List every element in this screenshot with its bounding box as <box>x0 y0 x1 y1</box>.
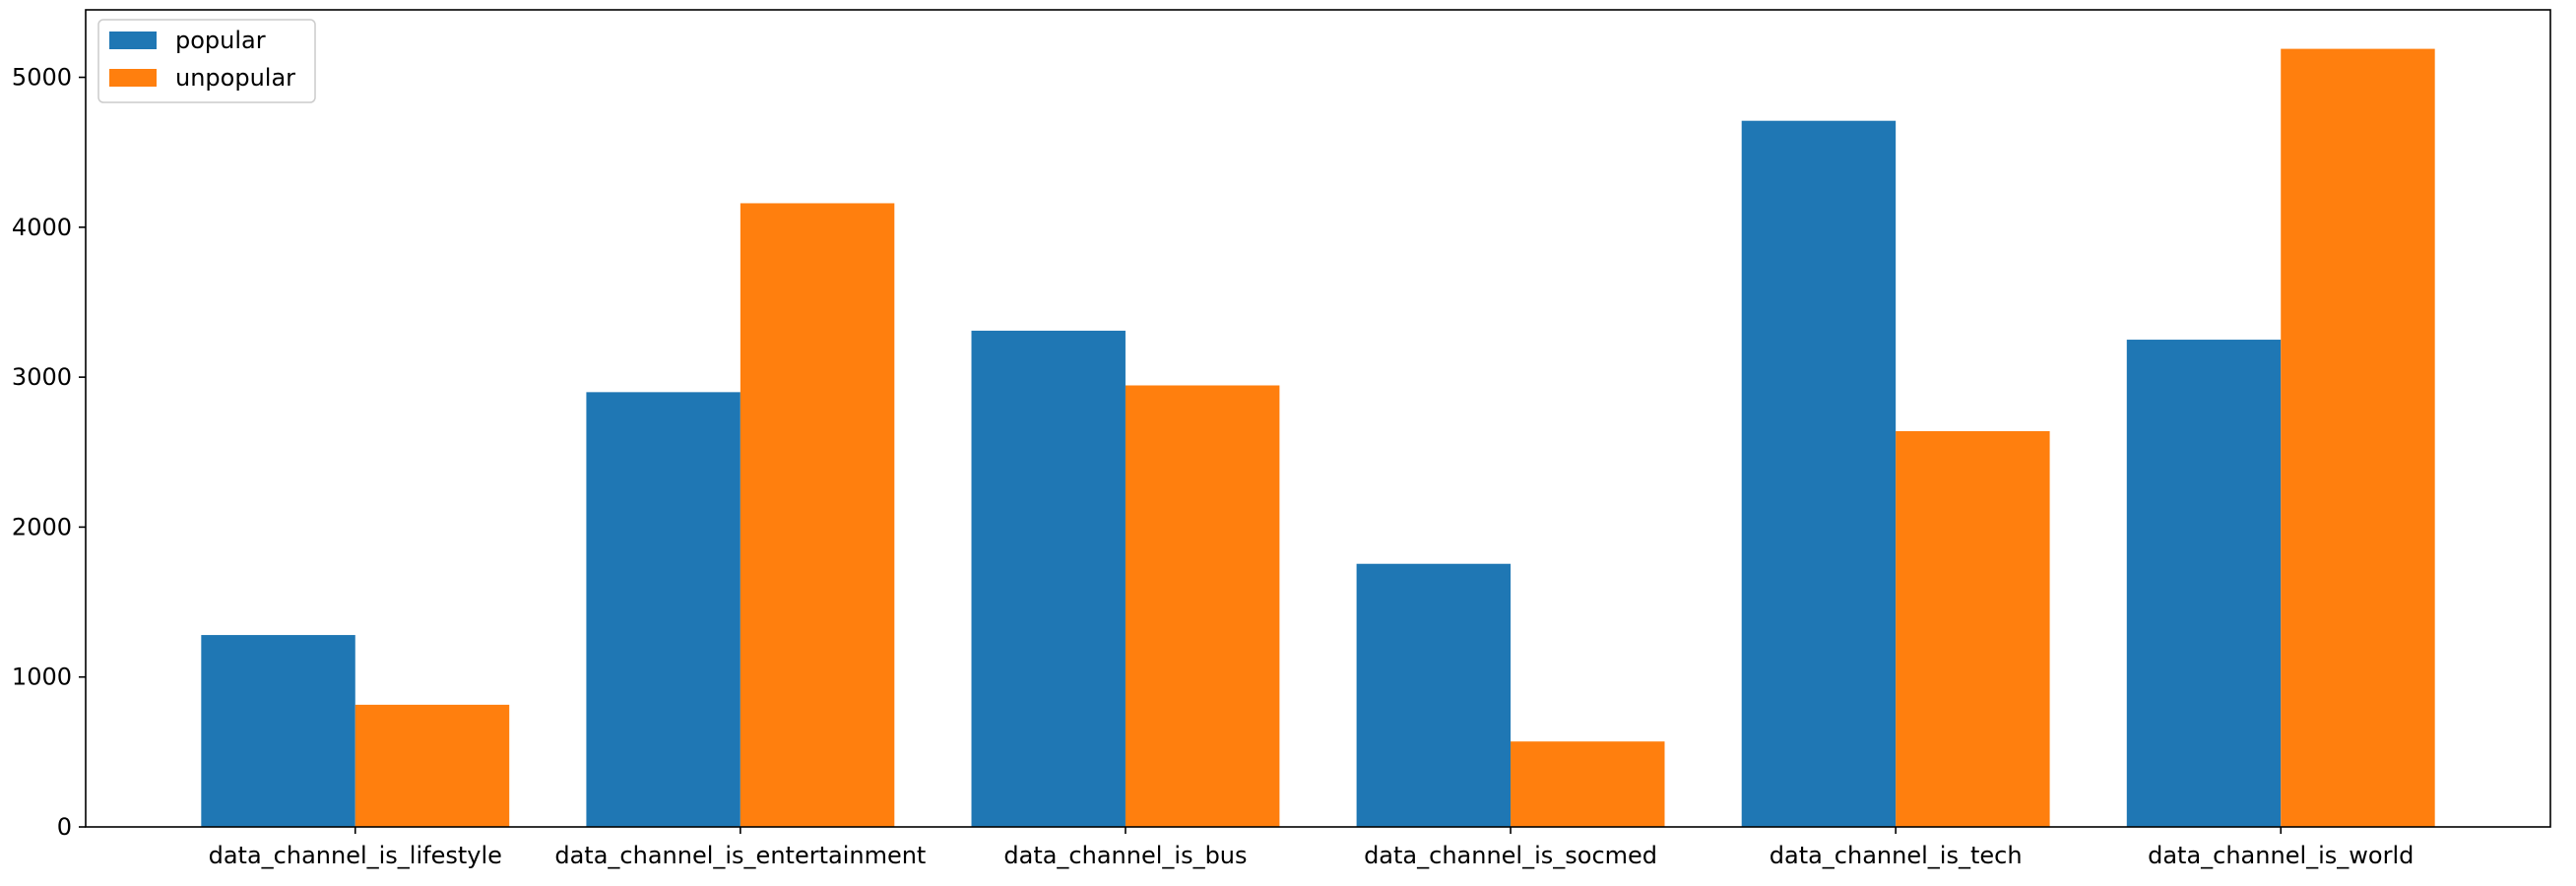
y-tick-label-1000: 1000 <box>12 664 72 691</box>
bar-popular-data_channel_is_entertainment <box>586 392 741 827</box>
plot-frame <box>85 9 2551 828</box>
legend-label-unpopular: unpopular <box>175 64 295 92</box>
x-tick-label-data_channel_is_lifestyle: data_channel_is_lifestyle <box>209 842 502 869</box>
bar-popular-data_channel_is_lifestyle <box>201 635 355 827</box>
x-tick-label-data_channel_is_bus: data_channel_is_bus <box>1003 842 1247 869</box>
bar-popular-data_channel_is_socmed <box>1356 563 1512 827</box>
bar-unpopular-data_channel_is_socmed <box>1511 741 1665 827</box>
x-tick-label-data_channel_is_socmed: data_channel_is_socmed <box>1364 842 1657 869</box>
x-tick-label-data_channel_is_entertainment: data_channel_is_entertainment <box>554 842 926 869</box>
bar-unpopular-data_channel_is_world <box>2281 48 2435 828</box>
bar-popular-data_channel_is_tech <box>1741 120 1897 827</box>
bar-unpopular-data_channel_is_lifestyle <box>354 704 510 827</box>
legend-swatch-popular <box>109 32 157 49</box>
y-tick-label-3000: 3000 <box>12 363 72 391</box>
y-tick-label-5000: 5000 <box>12 64 72 92</box>
bar-unpopular-data_channel_is_bus <box>1125 385 1280 827</box>
legend: popular unpopular <box>97 19 316 103</box>
bar-unpopular-data_channel_is_tech <box>1896 430 2050 827</box>
bars-layer <box>201 48 2435 828</box>
y-tick-label-0: 0 <box>57 813 72 841</box>
y-tick-label-2000: 2000 <box>12 513 72 540</box>
x-tick-label-data_channel_is_world: data_channel_is_world <box>2148 842 2414 869</box>
x-tick-label-data_channel_is_tech: data_channel_is_tech <box>1770 842 2023 869</box>
legend-swatch-unpopular <box>109 69 157 87</box>
y-tick-label-4000: 4000 <box>12 214 72 241</box>
bar-unpopular-data_channel_is_entertainment <box>740 203 895 827</box>
bar-popular-data_channel_is_bus <box>971 330 1126 827</box>
bar-popular-data_channel_is_world <box>2126 340 2282 827</box>
axes-layer: 0 1000 2000 3000 4000 5000 data_channel_is_lif… <box>12 9 2551 869</box>
legend-label-popular: popular <box>175 27 266 54</box>
